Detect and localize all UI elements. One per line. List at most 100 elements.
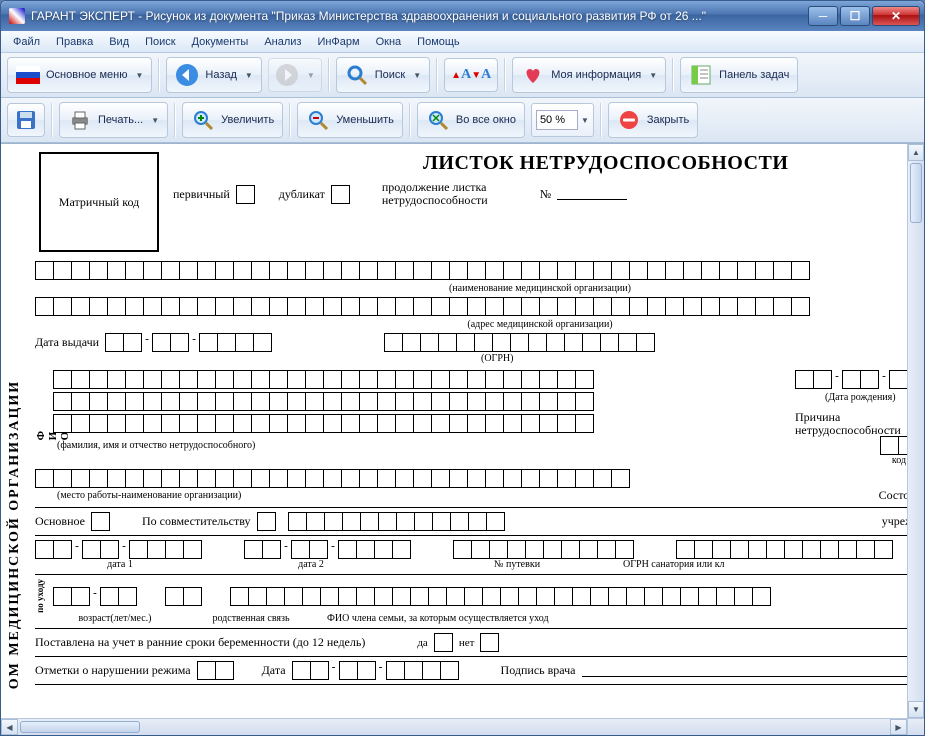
toolbar-main: Основное меню ▼ Назад ▼ ▼ Поиск ▼ xyxy=(1,53,924,98)
document-viewport[interactable]: Матричный код ЛИСТОК НЕТРУДОСПОСОБНОСТИ … xyxy=(1,144,907,718)
chevron-down-icon: ▼ xyxy=(307,71,315,80)
doc-close-button[interactable]: Закрыть xyxy=(608,102,698,138)
zoom-out-label: Уменьшить xyxy=(336,114,394,126)
date2-label: дата 2 xyxy=(211,559,411,570)
menu-analyze[interactable]: Анализ xyxy=(258,34,307,50)
taskpanel-button[interactable]: Панель задач xyxy=(680,57,798,93)
zoom-out-button[interactable]: Уменьшить xyxy=(297,102,403,138)
menu-file[interactable]: Файл xyxy=(7,34,46,50)
menu-documents[interactable]: Документы xyxy=(186,34,255,50)
dob-label: (Дата рождения) xyxy=(825,392,907,403)
main-menu-label: Основное меню xyxy=(46,69,127,81)
chevron-down-icon: ▼ xyxy=(413,71,421,80)
search-label: Поиск xyxy=(375,69,405,81)
scroll-left-button[interactable]: ◀ xyxy=(1,719,18,735)
scroll-up-button[interactable]: ▲ xyxy=(908,144,924,161)
reason-label: Причина нетрудоспособности xyxy=(795,411,901,437)
number-label: № xyxy=(540,187,551,202)
form-document: Матричный код ЛИСТОК НЕТРУДОСПОСОБНОСТИ … xyxy=(1,152,907,699)
minimize-button[interactable]: ─ xyxy=(808,6,838,26)
maximize-button[interactable]: ☐ xyxy=(840,6,870,26)
menubar: Файл Правка Вид Поиск Документы Анализ И… xyxy=(1,31,924,53)
pregnancy-label: Поставлена на учет в ранние сроки береме… xyxy=(35,635,365,650)
fit-icon xyxy=(426,108,450,132)
chevron-down-icon: ▼ xyxy=(649,71,657,80)
registry-label: Состоит на учете в государствен xyxy=(879,488,907,503)
print-label: Печать... xyxy=(98,114,143,126)
forward-icon xyxy=(275,63,299,87)
scroll-thumb[interactable] xyxy=(910,163,922,223)
issue-date-label: Дата выдачи xyxy=(35,335,99,350)
main-menu-button[interactable]: Основное меню ▼ xyxy=(7,57,152,93)
scroll-down-button[interactable]: ▼ xyxy=(908,701,924,718)
fit-label: Во все окно xyxy=(456,114,516,126)
fio-vertical: Ф И О xyxy=(35,367,49,440)
font-size-button[interactable]: ▲A ▼A xyxy=(444,58,498,92)
age-label: возраст(лет/мес.) xyxy=(55,613,175,624)
doctor-sign-label: Подпись врача xyxy=(501,663,576,678)
vertical-org-label: ОМ МЕДИЦИНСКОЙ ОРГАНИЗАЦИИ xyxy=(7,258,29,689)
matrix-code-box: Матричный код xyxy=(39,152,159,252)
zoom-input[interactable] xyxy=(536,110,578,130)
no-label: нет xyxy=(459,637,475,649)
print-button[interactable]: Печать... ▼ xyxy=(59,102,168,138)
menu-help[interactable]: Помощь xyxy=(411,34,466,50)
chevron-down-icon[interactable]: ▼ xyxy=(581,116,589,125)
doc-close-label: Закрыть xyxy=(647,114,689,126)
back-button[interactable]: Назад ▼ xyxy=(166,57,261,93)
voucher-label: № путевки xyxy=(417,559,617,570)
horizontal-scrollbar[interactable]: ◀ ▶ xyxy=(1,718,924,735)
fio-full-label: (фамилия, имя и отчество нетрудоспособно… xyxy=(57,440,255,451)
work-label: (место работы-наименование организации) xyxy=(57,490,241,501)
panel-icon xyxy=(689,63,713,87)
ogrn-label: (ОГРН) xyxy=(481,353,513,364)
myinfo-button[interactable]: Моя информация ▼ xyxy=(512,57,666,93)
fit-button[interactable]: Во все окно xyxy=(417,102,525,138)
content-area: Матричный код ЛИСТОК НЕТРУДОСПОСОБНОСТИ … xyxy=(1,143,924,718)
flag-icon xyxy=(16,63,40,87)
care-vertical: по уходу xyxy=(35,579,47,613)
menu-windows[interactable]: Окна xyxy=(370,34,408,50)
primary-label: первичный xyxy=(173,187,230,202)
code-label: код xyxy=(879,455,907,466)
titlebar: ГАРАНТ ЭКСПЕРТ - Рисунок из документа "П… xyxy=(1,1,924,31)
duplicate-label: дубликат xyxy=(279,187,325,202)
hscroll-thumb[interactable] xyxy=(20,721,140,733)
zoom-in-icon xyxy=(191,108,215,132)
zoom-in-button[interactable]: Увеличить xyxy=(182,102,283,138)
relation-label: родственная связь xyxy=(181,613,321,624)
back-icon xyxy=(175,63,199,87)
main-label: Основное xyxy=(35,514,85,529)
chevron-down-icon: ▼ xyxy=(151,116,159,125)
sanatorium-label: ОГРН санатория или кл xyxy=(623,559,907,570)
save-icon xyxy=(14,108,38,132)
scroll-right-button[interactable]: ▶ xyxy=(890,719,907,735)
family-fio-label: ФИО члена семьи, за которым осуществляет… xyxy=(327,613,907,624)
violation-label: Отметки о нарушении режима xyxy=(35,663,191,678)
zoom-in-label: Увеличить xyxy=(221,114,274,126)
back-label: Назад xyxy=(205,69,237,81)
window-close-button[interactable]: ✕ xyxy=(872,6,920,26)
menu-view[interactable]: Вид xyxy=(103,34,135,50)
forward-button[interactable]: ▼ xyxy=(268,58,322,92)
menu-edit[interactable]: Правка xyxy=(50,34,99,50)
org-name-label: (наименование медицинской организации) xyxy=(35,283,907,294)
menu-infarm[interactable]: ИнФарм xyxy=(311,34,365,50)
yes-label: да xyxy=(417,637,427,649)
continuation-label: продолжение листка нетрудоспособности xyxy=(382,181,488,207)
heart-icon xyxy=(521,63,545,87)
taskpanel-label: Панель задач xyxy=(719,69,789,81)
chevron-down-icon: ▼ xyxy=(245,71,253,80)
chevron-down-icon: ▼ xyxy=(135,71,143,80)
vertical-scrollbar[interactable]: ▲ ▼ xyxy=(907,144,924,718)
form-title: ЛИСТОК НЕТРУДОСПОСОБНОСТИ xyxy=(423,152,907,175)
save-button[interactable] xyxy=(7,103,45,137)
app-icon xyxy=(9,8,25,24)
print-icon xyxy=(68,108,92,132)
date-label: Дата xyxy=(262,663,286,678)
myinfo-label: Моя информация xyxy=(551,69,641,81)
menu-search[interactable]: Поиск xyxy=(139,34,181,50)
font-size-icon: ▲A ▼A xyxy=(451,63,491,87)
search-button[interactable]: Поиск ▼ xyxy=(336,57,430,93)
toolbar-doc: Печать... ▼ Увеличить Уменьшить Во все о… xyxy=(1,98,924,143)
